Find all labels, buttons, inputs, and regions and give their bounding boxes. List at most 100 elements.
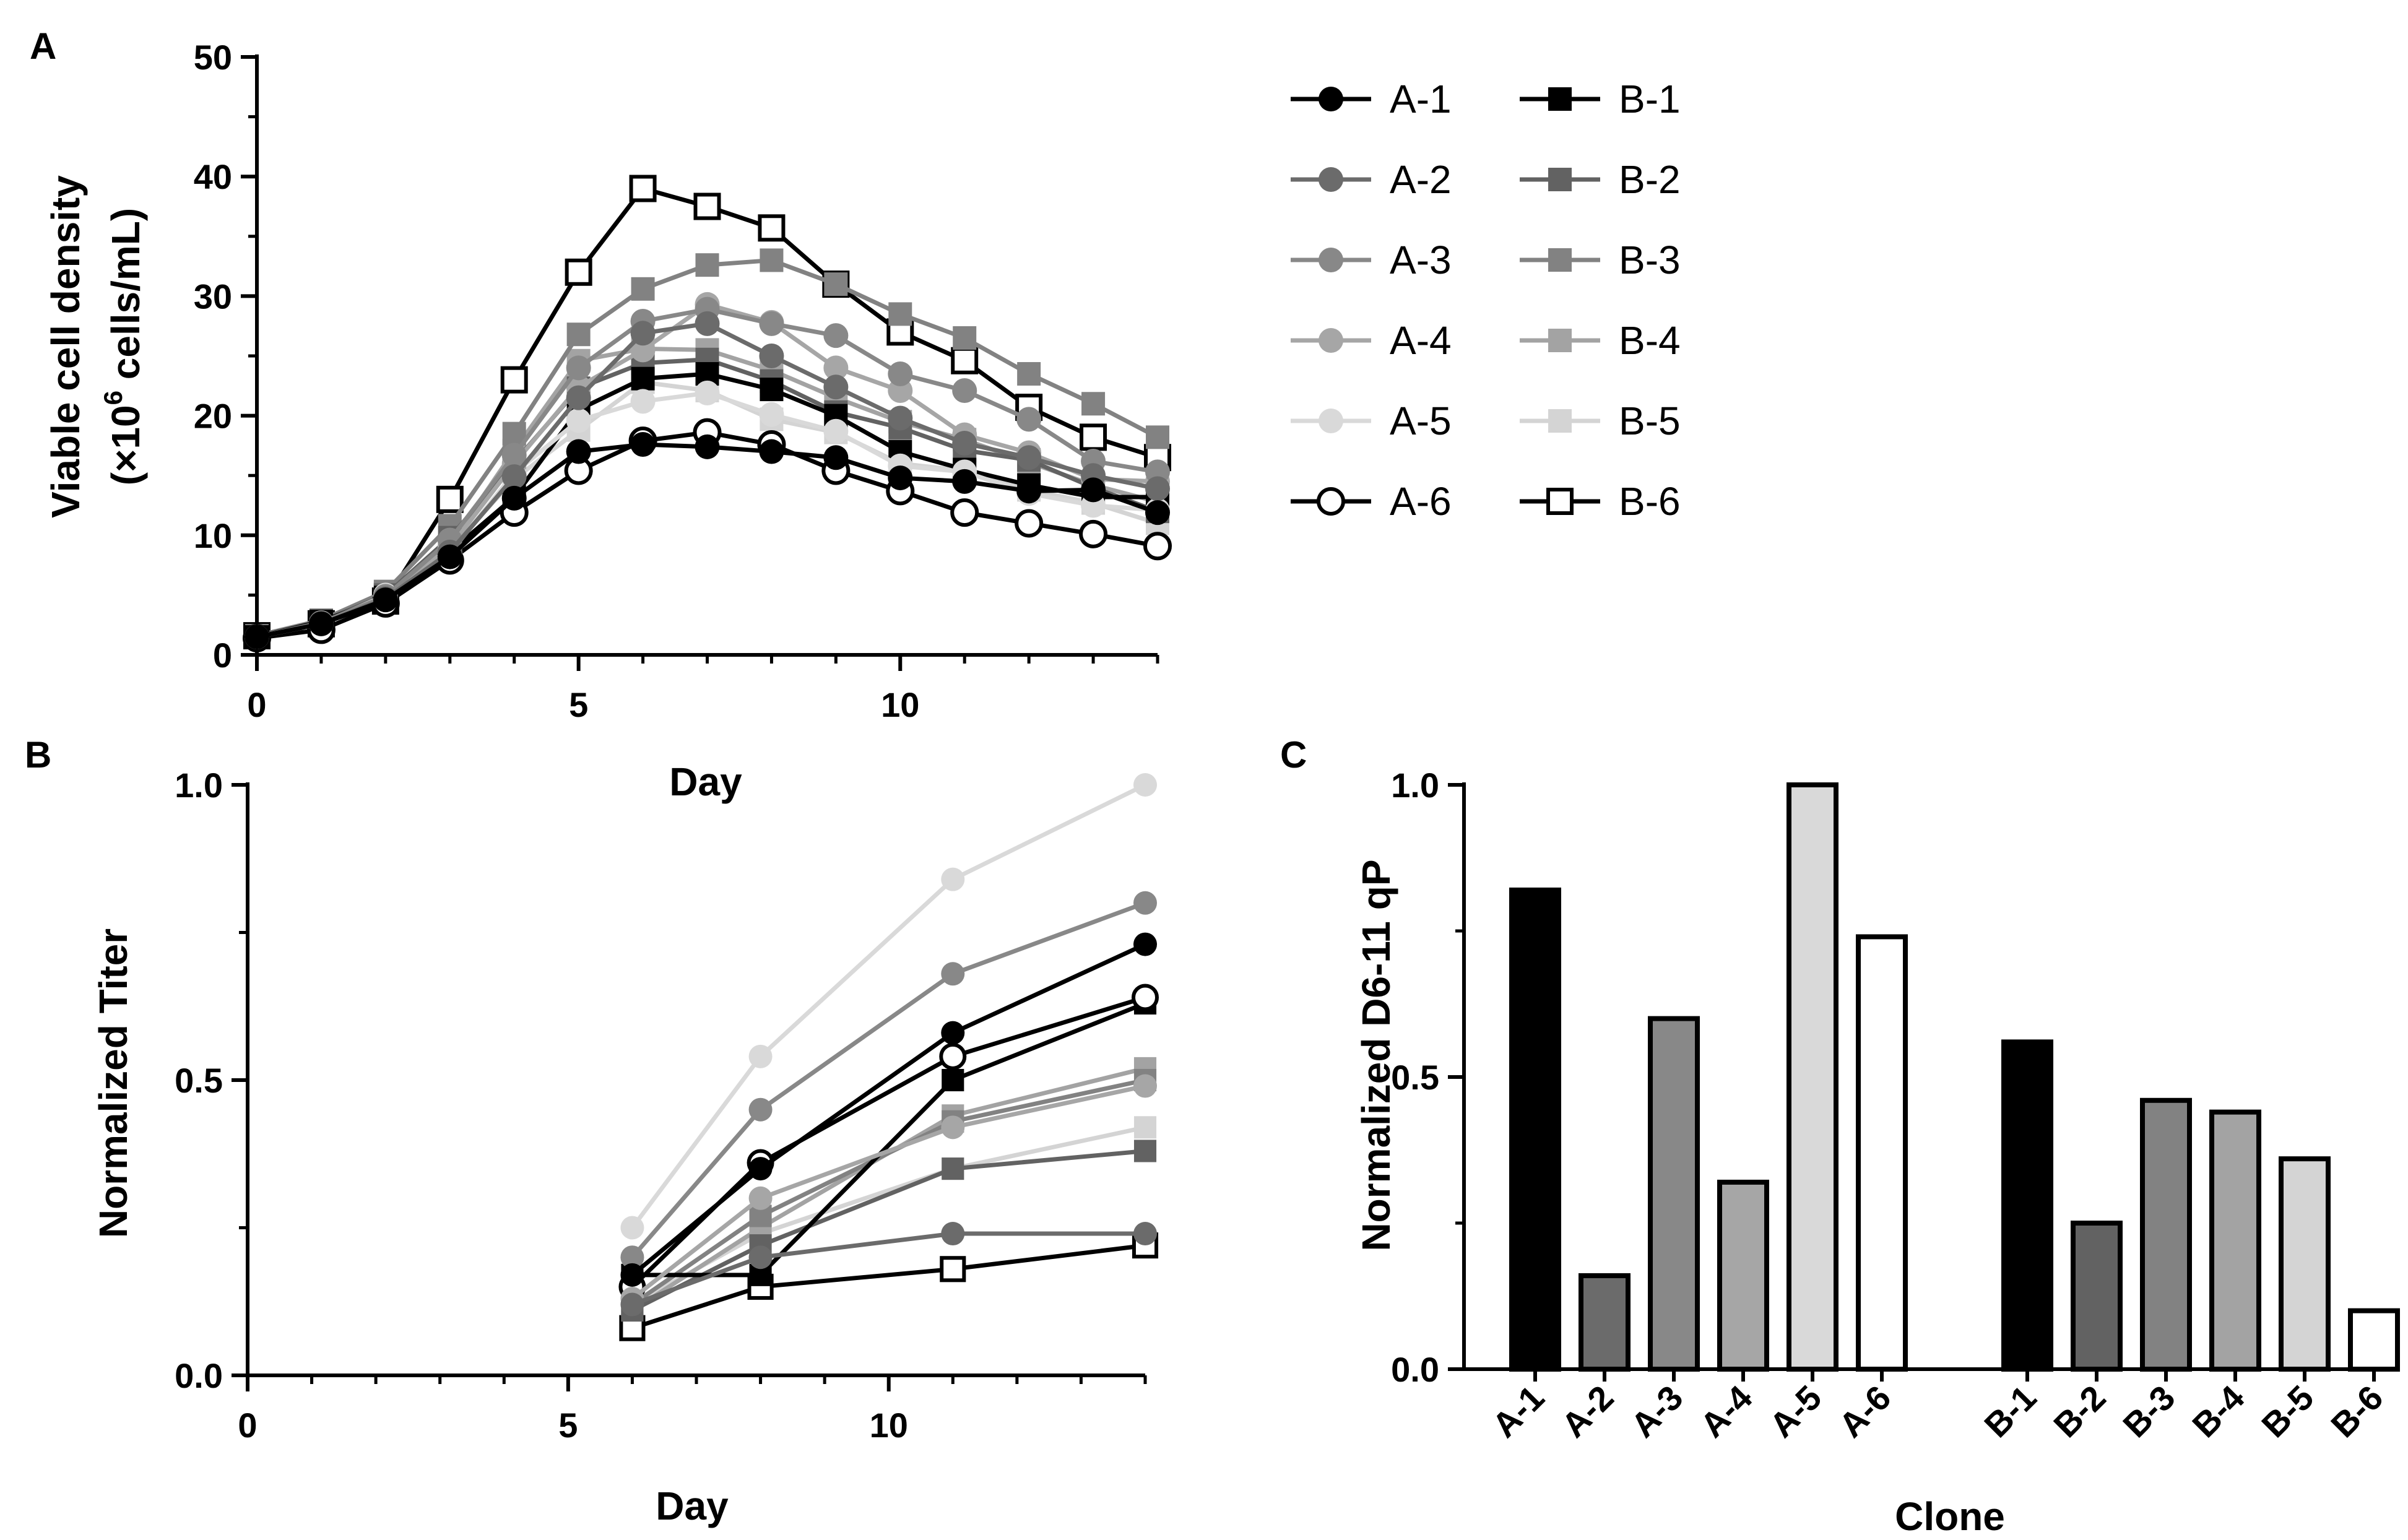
panel-a-y-axis-label-suffix: cells/mL) xyxy=(103,208,148,391)
panel-b-line-b-1 xyxy=(632,1001,1146,1278)
panel-a-y-tick-label: 0 xyxy=(213,636,232,675)
panel-a-a-5-point xyxy=(566,408,591,433)
panel-b-b-2-point xyxy=(1133,1140,1157,1162)
legend: A-1 A-2 A-3 A-4 A-5 A-6 B-1 B-2 B-3 B-4 B-5 B-6 xyxy=(1291,77,1681,524)
bar-a-1 xyxy=(1509,887,1561,1372)
panel-a-b-3-point xyxy=(1146,425,1169,449)
panel-a-a-1-point xyxy=(823,445,849,470)
legend-label-a-6: A-6 xyxy=(1390,479,1452,524)
panel-b-a-5-point xyxy=(620,1216,644,1240)
legend-entry-a-5: A-5 xyxy=(1291,399,1452,443)
panel-b-a-3-point xyxy=(1133,891,1157,915)
panel-b-x-tick-label: 0 xyxy=(238,1406,257,1445)
panel-a-a-6-point xyxy=(1015,509,1044,538)
bar-a-5 xyxy=(1787,782,1838,1372)
panel-a-a-3-point xyxy=(952,378,977,404)
panel-c-x-tick-label-b-6: B-6 xyxy=(2323,1378,2390,1445)
legend-b-4-point xyxy=(1548,329,1572,352)
legend-label-a-5: A-5 xyxy=(1390,399,1452,443)
legend-a-1-point xyxy=(1319,87,1343,111)
panel-a-y-axis-label-line2: (×106 cells/mL) xyxy=(98,208,148,485)
panel-b-series-a-5 xyxy=(620,773,1157,1240)
legend-b-2-point xyxy=(1548,168,1572,191)
panel-b-normalized-titer-chart: 0.0 0.5 1.0 0 5 10 Day Normalized Titer xyxy=(91,766,1159,1528)
panel-c-x-tick-label-a-1: A-1 xyxy=(1484,1378,1551,1445)
bar-a-4 xyxy=(1717,1179,1769,1372)
legend-entry-a-1: A-1 xyxy=(1291,77,1452,121)
legend-label-b-4: B-4 xyxy=(1619,318,1681,363)
panel-b-x-tick-label: 5 xyxy=(558,1406,578,1445)
panel-a-a-1-point xyxy=(501,485,527,511)
panel-c-y-tick-label: 1.0 xyxy=(1391,766,1439,805)
bar-a-3 xyxy=(1648,1016,1700,1372)
panel-b-series-b-2 xyxy=(621,1140,1157,1322)
legend-label-a-4: A-4 xyxy=(1390,318,1452,363)
panel-c-y-tick-label: 0.0 xyxy=(1391,1350,1439,1389)
panel-a-a-2-point xyxy=(759,344,784,368)
panel-a-a-3-point xyxy=(888,361,913,386)
panel-b-a-5-point xyxy=(1133,773,1157,797)
panel-a-a-5-point xyxy=(695,380,720,405)
bar-b-5 xyxy=(2279,1156,2331,1372)
legend-a-3-point xyxy=(1319,248,1343,272)
panel-a-a-2-point xyxy=(1145,476,1170,501)
panel-a-a-1-point xyxy=(245,625,269,650)
panel-b-a-1-point xyxy=(941,1021,965,1045)
panel-a-b-6-point xyxy=(1080,423,1107,451)
panel-b-series-a-2 xyxy=(620,1222,1157,1317)
panel-b-y-tick-label: 0.0 xyxy=(175,1356,223,1395)
panel-a-a-3-point xyxy=(566,355,591,381)
legend-a-5-point xyxy=(1319,409,1343,433)
panel-a-b-3-point xyxy=(631,277,655,301)
legend-entry-b-1: B-1 xyxy=(1520,77,1681,121)
legend-entry-a-4: A-4 xyxy=(1291,318,1452,363)
panel-a-a-2-point xyxy=(952,431,977,456)
panel-b-line-a-1 xyxy=(631,942,1146,1277)
legend-label-a-3: A-3 xyxy=(1390,238,1452,282)
panel-a-series xyxy=(243,175,1172,652)
panel-c-y-axis-label: Normalized D6-11 qP xyxy=(1354,859,1398,1251)
panel-a-a-1-point xyxy=(1016,478,1042,504)
panel-b-a-4-point xyxy=(941,1115,965,1140)
panel-a-b-3-point xyxy=(888,302,912,326)
panel-b-b-6-point xyxy=(940,1256,966,1283)
panel-c-x-tick-label-a-4: A-4 xyxy=(1692,1378,1759,1445)
legend-entry-b-2: B-2 xyxy=(1520,157,1681,202)
panel-b-line-a-6 xyxy=(630,995,1146,1289)
panel-c-qp-bar-chart: 0.00.51.0A-1 A-2 A-3 A-4 A-5 A-6 B-1 B-2 B-3 B-4 B… xyxy=(1354,766,2400,1539)
panel-a-a-3-point xyxy=(823,323,849,348)
legend-entry-a-3: A-3 xyxy=(1291,238,1452,282)
legend-b-1-point xyxy=(1548,87,1572,111)
panel-a-a-5-point xyxy=(630,389,656,414)
panel-b-a-2-point xyxy=(620,1292,644,1317)
bar-b-6 xyxy=(2348,1308,2400,1372)
panel-c-y-tick-label: 0.5 xyxy=(1391,1058,1439,1097)
panel-b-series-a-3 xyxy=(620,891,1157,1270)
panel-a-b-1-point xyxy=(631,366,655,391)
panel-a-a-5-point xyxy=(759,402,784,427)
legend-a-4-point xyxy=(1319,328,1343,353)
panel-a-y-tick-label: 20 xyxy=(194,397,232,436)
panel-a-a-2-point xyxy=(888,405,913,431)
panel-a-a-1-point xyxy=(373,587,398,613)
panel-c-x-tick-label-a-5: A-5 xyxy=(1762,1378,1829,1445)
panel-a-b-6-point xyxy=(565,258,592,286)
panel-b-a-4-point xyxy=(1133,1074,1157,1098)
legend-entry-b-6: B-6 xyxy=(1520,479,1681,524)
panel-a-a-5-point xyxy=(823,418,849,444)
panel-a-a-1-point xyxy=(437,544,462,569)
panel-a-a-3-point xyxy=(501,443,527,468)
panel-c-x-tick-label-b-2: B-2 xyxy=(2046,1378,2113,1445)
panel-a-x-tick-label: 0 xyxy=(247,685,266,724)
panel-a-a-1-point xyxy=(308,611,334,636)
panel-a-series-a-1 xyxy=(245,431,1170,650)
legend-entry-a-2: A-2 xyxy=(1291,157,1452,202)
panel-a-a-2-point xyxy=(695,311,720,336)
legend-a-6-point xyxy=(1317,487,1345,516)
panel-b-a-5-point xyxy=(941,867,965,891)
panel-label-a: A xyxy=(30,25,56,67)
panel-label-c: C xyxy=(1280,734,1307,776)
panel-a-a-2-point xyxy=(566,385,591,410)
panel-b-a-3-point xyxy=(941,962,965,986)
